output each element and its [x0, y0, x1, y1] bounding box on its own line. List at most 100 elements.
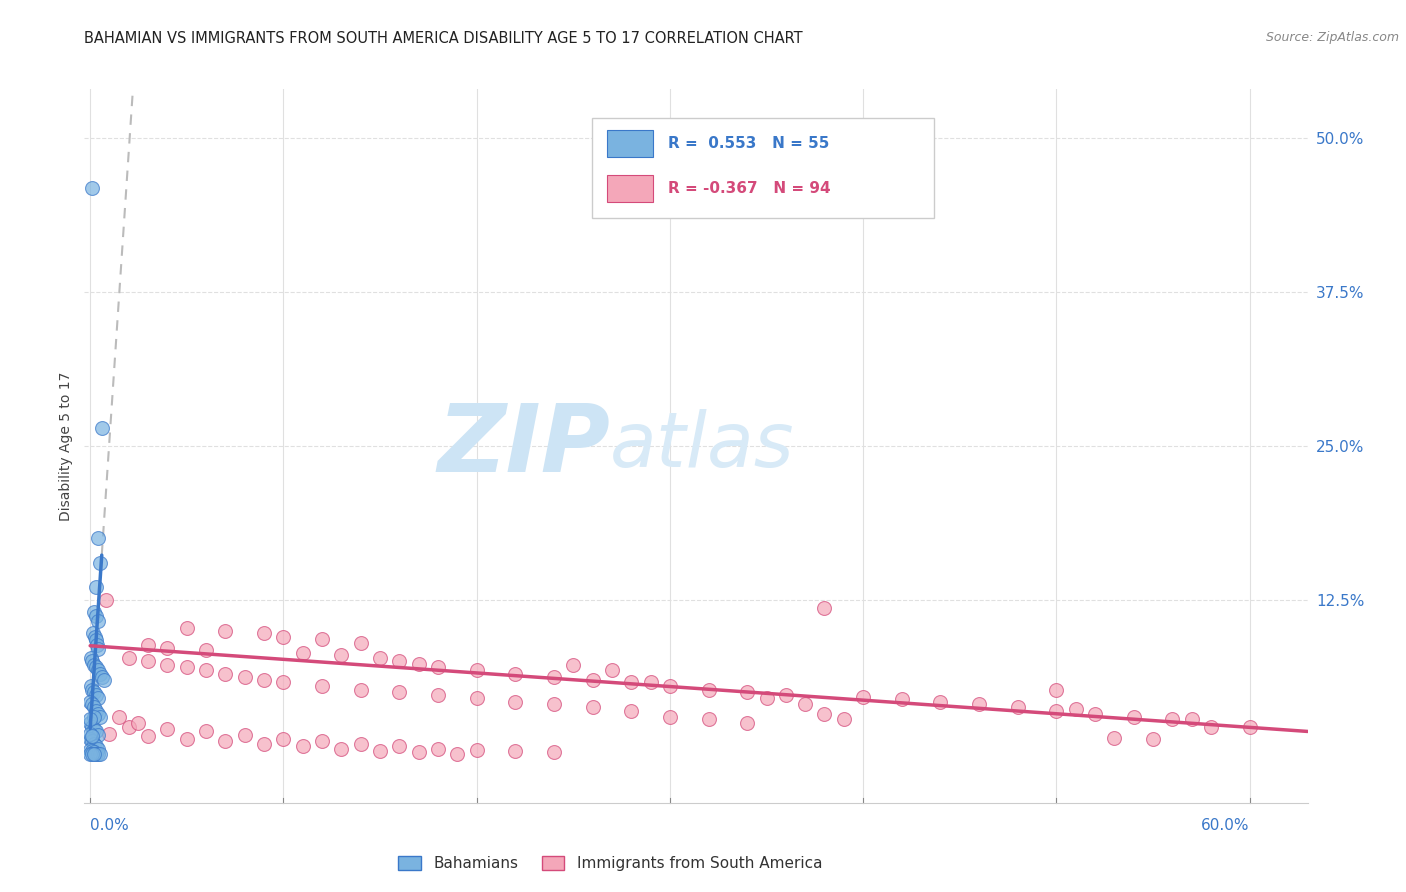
Point [156, 640, 179, 655]
Point [89, 709, 111, 723]
Point [84, 688, 107, 702]
Point [80, 744, 103, 758]
Point [87, 691, 110, 706]
Point [388, 685, 411, 699]
Point [465, 663, 488, 677]
Point [80, 679, 103, 693]
Point [176, 731, 198, 746]
Point [156, 658, 179, 673]
Text: BAHAMIAN VS IMMIGRANTS FROM SOUTH AMERICA DISABILITY AGE 5 TO 17 CORRELATION CHA: BAHAMIAN VS IMMIGRANTS FROM SOUTH AMERIC… [84, 31, 803, 46]
Point [214, 624, 236, 638]
Point [80, 698, 103, 712]
Point [79, 731, 101, 746]
Point [84, 739, 107, 754]
Point [136, 654, 159, 668]
Point [127, 715, 149, 730]
Point [465, 743, 488, 757]
Bar [606, 175, 654, 202]
Point [1122, 709, 1144, 723]
Point [640, 675, 662, 690]
Point [311, 632, 333, 647]
Point [273, 675, 295, 690]
Point [86, 638, 108, 652]
Point [368, 744, 391, 758]
Point [80, 734, 103, 748]
Point [90, 670, 112, 684]
Point [83, 685, 105, 699]
Point [1181, 712, 1204, 726]
Point [852, 690, 875, 704]
Point [83, 737, 105, 751]
Point [87, 642, 110, 657]
Point [543, 745, 565, 759]
Point [80, 747, 103, 761]
Point [84, 747, 107, 761]
Point [93, 673, 115, 687]
Point [79, 695, 101, 709]
Point [562, 658, 585, 673]
Point [755, 691, 778, 706]
Point [83, 658, 105, 673]
Text: atlas: atlas [610, 409, 794, 483]
Point [446, 747, 468, 761]
Point [408, 745, 430, 759]
Point [929, 695, 952, 709]
Point [83, 699, 105, 714]
Point [330, 648, 353, 662]
Point [79, 715, 101, 730]
Point [195, 643, 218, 657]
Point [291, 646, 314, 660]
Point [80, 650, 103, 665]
Point [735, 685, 758, 699]
Point [84, 581, 107, 595]
Point [84, 724, 107, 739]
Point [90, 420, 112, 434]
Point [233, 728, 256, 742]
Point [832, 712, 855, 726]
Point [136, 730, 159, 744]
Bar [606, 130, 654, 157]
Point [84, 660, 107, 674]
Point [79, 727, 101, 741]
Text: 0.0%: 0.0% [90, 818, 129, 832]
Point [967, 698, 990, 712]
Point [388, 739, 411, 754]
Point [273, 630, 295, 644]
Legend: Bahamians, Immigrants from South America: Bahamians, Immigrants from South America [392, 849, 828, 877]
Point [118, 650, 141, 665]
Point [80, 654, 103, 668]
Point [87, 614, 110, 628]
Point [1199, 719, 1222, 733]
Point [1161, 712, 1184, 726]
Point [83, 709, 105, 723]
Point [80, 682, 103, 697]
Point [388, 654, 411, 668]
Point [94, 592, 117, 607]
Point [233, 670, 256, 684]
Point [543, 698, 565, 712]
Point [813, 707, 835, 722]
Point [84, 704, 107, 718]
Point [408, 657, 430, 671]
Point [658, 679, 681, 693]
Point [253, 737, 276, 751]
Point [84, 608, 107, 623]
Point [311, 734, 333, 748]
Point [273, 731, 295, 746]
Text: R = -0.367   N = 94: R = -0.367 N = 94 [668, 181, 831, 196]
Point [890, 692, 912, 706]
Point [80, 730, 103, 744]
Point [83, 745, 105, 759]
Point [79, 747, 101, 761]
Point [84, 630, 107, 644]
Text: ZIP: ZIP [437, 400, 610, 492]
Point [330, 741, 353, 756]
Point [195, 724, 218, 739]
Point [87, 741, 110, 756]
Point [1142, 731, 1164, 746]
Point [775, 688, 797, 702]
Point [79, 712, 101, 726]
Point [427, 741, 450, 756]
Point [79, 743, 101, 757]
Point [89, 747, 111, 761]
